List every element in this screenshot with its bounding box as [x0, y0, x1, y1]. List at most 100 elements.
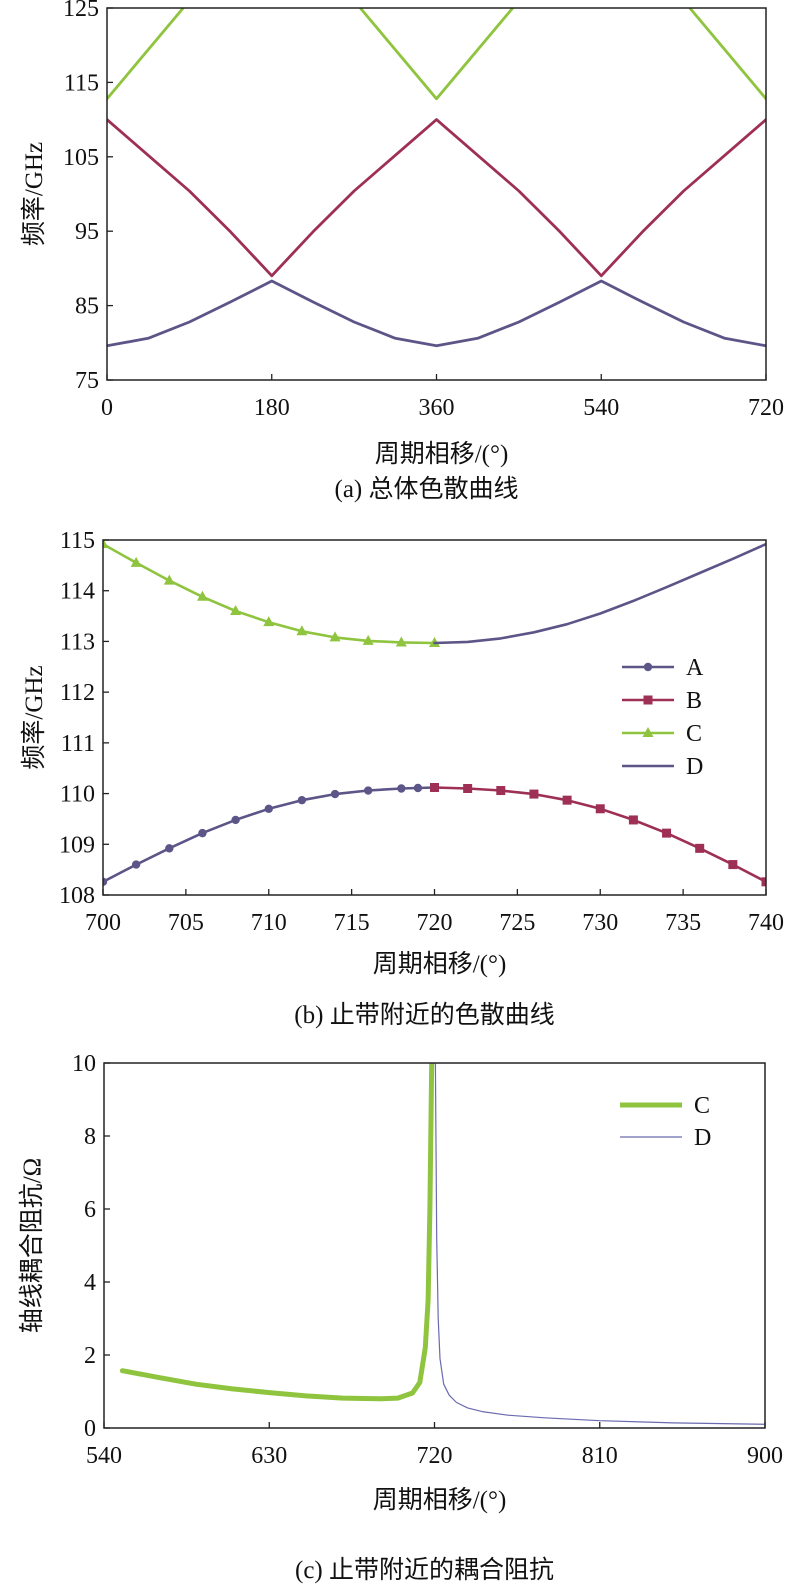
data-point: [296, 625, 308, 636]
series-B: [430, 782, 766, 887]
x-axis-label: 周期相移/(°): [373, 1486, 507, 1514]
y-axis-label: 轴线耦合阻抗/Ω: [18, 1158, 46, 1334]
series-line: [119, 1063, 435, 1402]
series-line: [103, 786, 436, 884]
y-tick-label: 8: [84, 1124, 96, 1150]
data-point: [131, 860, 141, 869]
x-tick-label: 740: [748, 910, 784, 936]
chart-a: 0 180 360 540 720 75 85 95 105 115 125 周期相移/(°) 频率/G…: [20, 0, 784, 503]
x-tick-label: 180: [254, 395, 290, 421]
series-D: [434, 1063, 765, 1425]
data-point: [330, 789, 340, 799]
y-tick-label: 95: [75, 219, 99, 245]
plot-frame: [103, 1062, 766, 1429]
y-tick-label: 111: [61, 731, 95, 757]
y-tick-label: 108: [59, 883, 95, 909]
x-tick-label: 725: [499, 910, 535, 936]
data-point: [329, 631, 341, 642]
series-3: [107, 279, 766, 348]
data-point: [728, 860, 738, 870]
series-C: [119, 1063, 435, 1402]
x-tick-label: 810: [582, 1443, 618, 1469]
y-tick-label: 2: [84, 1343, 96, 1369]
x-tick-label: 540: [583, 395, 619, 421]
legend-label: B: [686, 688, 702, 714]
chart-caption: (b) 止带附近的色散曲线: [294, 1001, 554, 1029]
y-tick-label: 10: [72, 1051, 96, 1077]
x-tick-label: 630: [251, 1443, 287, 1469]
x-tick-label: 710: [251, 910, 287, 936]
y-tick-label: 85: [75, 294, 99, 320]
data-point: [103, 540, 109, 549]
series-A: [103, 783, 439, 887]
data-point: [397, 784, 406, 793]
legend-label: D: [686, 754, 703, 780]
legend: CD: [620, 1093, 711, 1151]
data-point: [103, 877, 108, 887]
y-axis-label: 频率/GHz: [20, 665, 48, 769]
x-tick-label: 720: [748, 395, 784, 421]
data-point: [165, 844, 174, 853]
data-point: [662, 828, 672, 838]
data-point: [264, 804, 273, 813]
legend-label: D: [694, 1125, 711, 1151]
series-C: [103, 540, 440, 647]
series-D: [433, 542, 766, 645]
data-point: [463, 784, 473, 793]
x-axis-label: 周期相移/(°): [375, 440, 509, 468]
y-tick-label: 112: [60, 680, 95, 706]
x-tick-label: 360: [419, 395, 455, 421]
x-tick-label: 540: [86, 1443, 122, 1469]
series-line: [107, 279, 766, 348]
series-line: [107, 8, 766, 101]
series-2: [107, 118, 766, 278]
y-tick-label: 114: [60, 579, 95, 605]
legend-label: A: [686, 655, 704, 681]
series-line: [433, 786, 766, 884]
data-point: [496, 786, 506, 796]
x-tick-label: 700: [85, 910, 121, 936]
legend-label: C: [686, 721, 702, 747]
legend-marker: [643, 662, 653, 672]
data-point: [364, 786, 373, 795]
data-point: [163, 574, 175, 585]
data-point: [231, 815, 240, 825]
y-tick-label: 4: [84, 1270, 96, 1296]
x-tick-label: 720: [417, 910, 453, 936]
x-tick-label: 900: [747, 1443, 783, 1469]
legend-label: C: [694, 1093, 710, 1119]
y-tick-label: 6: [84, 1197, 96, 1223]
y-tick-label: 115: [64, 70, 99, 96]
y-tick-label: 0: [84, 1416, 96, 1442]
series-line: [103, 542, 436, 645]
data-point: [130, 556, 142, 567]
series-line: [434, 1063, 765, 1425]
data-point: [413, 783, 423, 793]
y-tick-label: 115: [60, 528, 95, 554]
legend-marker: [642, 727, 654, 737]
x-tick-label: 735: [665, 910, 701, 936]
data-point: [761, 877, 766, 887]
x-tick-label: 720: [417, 1443, 453, 1469]
legend-marker: [643, 695, 653, 705]
y-tick-label: 75: [75, 368, 99, 394]
data-point: [395, 636, 407, 647]
x-tick-label: 705: [168, 910, 204, 936]
y-tick-label: 109: [59, 832, 95, 858]
series-line: [433, 542, 766, 645]
x-tick-label: 0: [101, 395, 113, 421]
data-point: [695, 843, 705, 853]
y-tick-label: 125: [63, 0, 99, 22]
plot-frame: [106, 7, 767, 381]
y-tick-label: 113: [60, 629, 95, 655]
series-1: [107, 8, 766, 101]
x-axis-label: 周期相移/(°): [373, 950, 507, 978]
data-point: [263, 616, 275, 627]
chart-c: 540 630 720 810 9000246810周期相移/(°)轴线耦合阻抗/Ω(c…: [18, 1051, 783, 1584]
y-tick-label: 105: [63, 145, 99, 171]
data-point: [628, 815, 638, 825]
x-tick-label: 715: [334, 910, 370, 936]
y-tick-label: 110: [60, 782, 95, 808]
